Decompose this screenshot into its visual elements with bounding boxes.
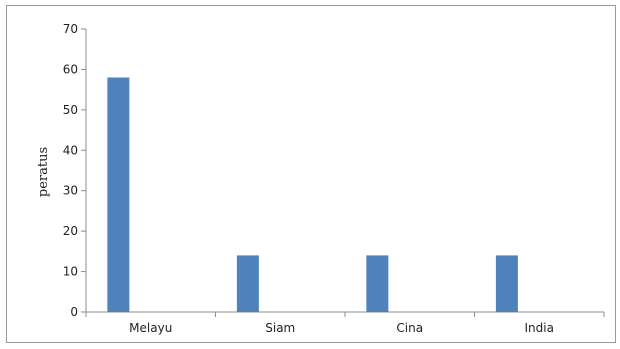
y-tick-label: 30 [63, 184, 78, 198]
x-tick-label: Siam [265, 321, 295, 335]
y-tick-label: 20 [63, 224, 78, 238]
y-tick-label: 70 [63, 22, 78, 36]
bar-india [495, 255, 518, 312]
y-tick-label: 60 [63, 62, 78, 76]
x-tick-label: Melayu [129, 321, 172, 335]
y-tick-label: 50 [63, 103, 78, 117]
bar-siam [236, 255, 259, 312]
y-axis-title: peratus [36, 147, 51, 197]
x-tick-label: Cina [396, 321, 423, 335]
y-tick-label: 0 [70, 305, 78, 319]
bar-cina [366, 255, 389, 312]
x-axis: Melayu Siam Cina India [85, 311, 605, 335]
bar-melayu [107, 77, 130, 312]
y-tick-label: 40 [63, 143, 78, 157]
bars [107, 77, 518, 312]
x-tick-label: India [525, 321, 554, 335]
y-axis: 0 10 20 30 40 50 60 70 [63, 22, 87, 319]
y-tick-label: 10 [63, 265, 78, 279]
